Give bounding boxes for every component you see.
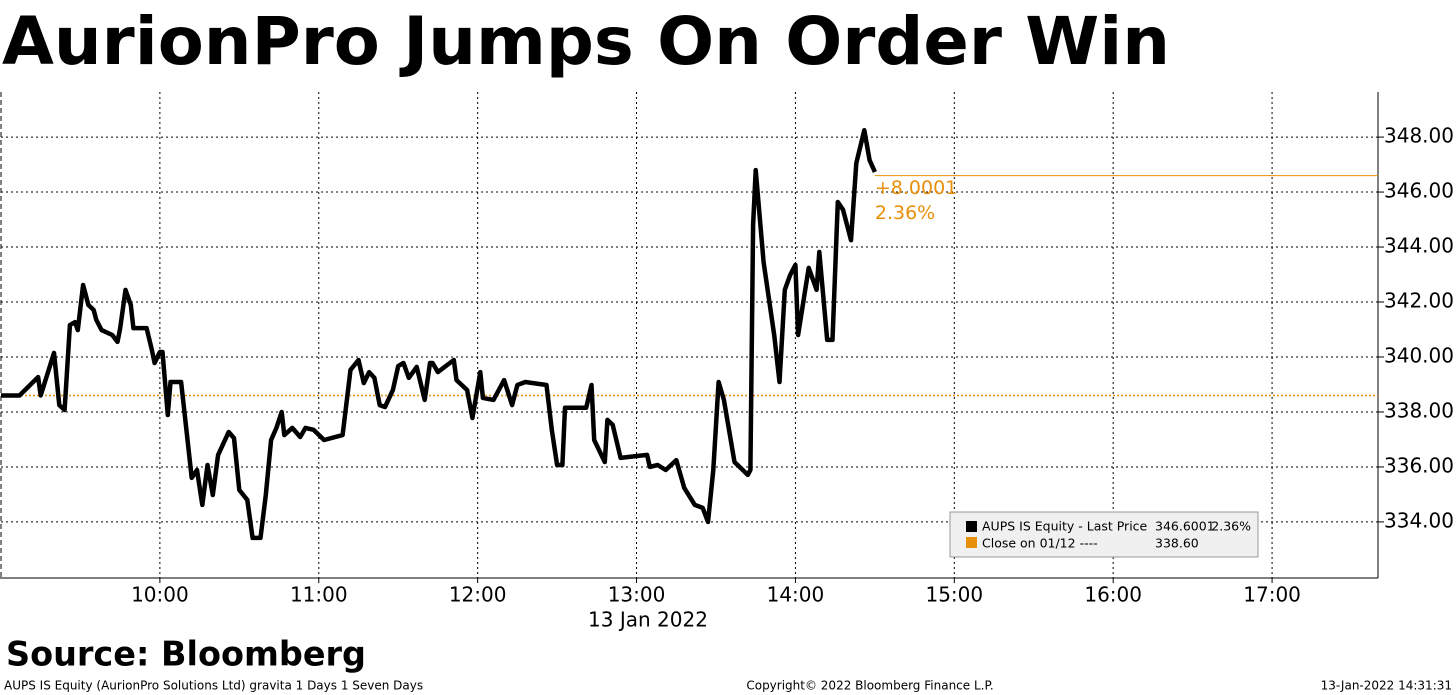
legend-change: 2.36% [1211, 519, 1251, 534]
y-tick-label: 340.00 [1384, 343, 1454, 367]
x-tick-label: 11:00 [290, 583, 348, 607]
x-tick-label: 12:00 [449, 583, 507, 607]
legend-value: 338.60 [1155, 536, 1199, 551]
x-tick-label: 14:00 [767, 583, 825, 607]
x-tick-label: 10:00 [131, 583, 189, 607]
x-tick-label: 13:00 [608, 583, 666, 607]
y-tick-label: 348.00 [1384, 124, 1454, 148]
y-tick-label: 336.00 [1384, 453, 1454, 477]
y-tick-label: 334.00 [1384, 508, 1454, 532]
legend-swatch [966, 537, 977, 548]
legend: AUPS IS Equity - Last Price 346.6001 2.3… [949, 511, 1259, 558]
x-tick-label: 15:00 [925, 583, 983, 607]
footer-right: 13-Jan-2022 14:31:31 [1321, 679, 1452, 693]
y-tick-label: 338.00 [1384, 398, 1454, 422]
footer-center: Copyright© 2022 Bloomberg Finance L.P. [746, 679, 993, 693]
y-tick-label: 344.00 [1384, 234, 1454, 258]
legend-box [949, 511, 1259, 558]
legend-value: 346.6001 [1155, 519, 1215, 534]
y-tick-label: 342.00 [1384, 289, 1454, 313]
source: Source: Bloomberg [6, 635, 366, 675]
x-tick-label: 17:00 [1243, 583, 1301, 607]
legend-swatch [966, 521, 977, 532]
change-label: +8.0001 [875, 177, 957, 199]
footer-left: AUPS IS Equity (AurionPro Solutions Ltd)… [4, 679, 423, 693]
legend-label: AUPS IS Equity - Last Price [982, 519, 1148, 534]
x-tick-label: 16:00 [1084, 583, 1142, 607]
x-axis-label: 13 Jan 2022 [588, 608, 708, 632]
price-line [1, 127, 877, 541]
chart-title: AurionPro Jumps On Order Win [2, 3, 1170, 80]
change-pct-label: 2.36% [875, 202, 935, 224]
y-tick-label: 346.00 [1384, 179, 1454, 203]
legend-label: Close on 01/12 ---- [982, 536, 1098, 551]
